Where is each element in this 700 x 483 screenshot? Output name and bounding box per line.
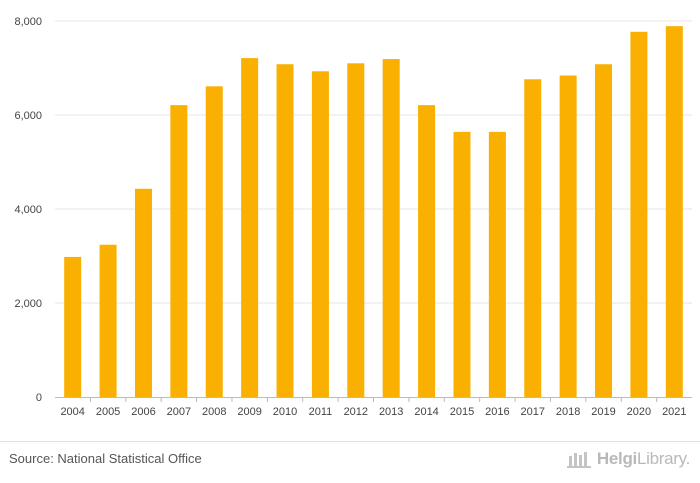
y-tick-label: 0: [36, 392, 42, 404]
bar-2013: [382, 59, 400, 397]
bar-2010: [276, 64, 294, 398]
source-note: Source: National Statistical Office: [9, 451, 202, 466]
x-tick-label: 2020: [627, 406, 651, 418]
y-tick-label: 2,000: [14, 298, 42, 310]
x-tick-label: 2011: [309, 406, 333, 418]
x-tick-label: 2009: [237, 406, 261, 418]
bar-2020: [630, 31, 648, 398]
bar-2019: [595, 64, 613, 398]
library-building-icon: [566, 452, 591, 468]
bar-2007: [170, 105, 188, 397]
y-tick-label: 6,000: [14, 110, 42, 122]
bar-2008: [205, 86, 223, 397]
logo-suffix: Library.: [636, 449, 690, 468]
bar-2009: [241, 58, 259, 397]
x-tick-label: 2016: [485, 406, 509, 418]
bar-2012: [347, 63, 365, 398]
x-tick-label: 2010: [273, 406, 297, 418]
x-tick-label: 2007: [167, 406, 191, 418]
x-tick-label: 2015: [450, 406, 474, 418]
bar-chart: 0 2,000 4,000 6,000 8,000 2004 2005 2006 2007 200…: [14, 16, 692, 418]
x-tick-label: 2004: [60, 406, 84, 418]
y-tick-label: 8,000: [14, 16, 42, 28]
x-tick-label: 2021: [662, 406, 686, 418]
bar-2004: [64, 256, 82, 397]
x-tick-label: 2017: [521, 406, 545, 418]
x-tick-label: 2012: [344, 406, 368, 418]
x-tick-label: 2008: [202, 406, 226, 418]
x-tick-label: 2018: [556, 406, 580, 418]
footer-divider: [0, 441, 700, 442]
y-tick-label: 4,000: [14, 204, 42, 216]
bar-2021: [665, 26, 683, 397]
bar-2015: [453, 131, 471, 398]
bar-2006: [134, 188, 152, 397]
x-tick-label: 2014: [414, 406, 438, 418]
bar-2018: [559, 75, 577, 398]
x-tick-label: 2013: [379, 406, 403, 418]
x-tick-label: 2005: [96, 406, 120, 418]
helgilibrary-logo[interactable]: HelgiLibrary.: [566, 449, 690, 469]
bar-2016: [488, 131, 506, 398]
x-tick-label: 2019: [591, 406, 615, 418]
logo-wordmark: HelgiLibrary.: [597, 449, 690, 469]
bar-2017: [524, 79, 542, 397]
x-tick-label: 2006: [131, 406, 155, 418]
bar-2005: [99, 244, 117, 397]
bar-2014: [418, 105, 436, 397]
logo-brand: Helgi: [596, 449, 637, 468]
bar-2011: [311, 71, 329, 397]
